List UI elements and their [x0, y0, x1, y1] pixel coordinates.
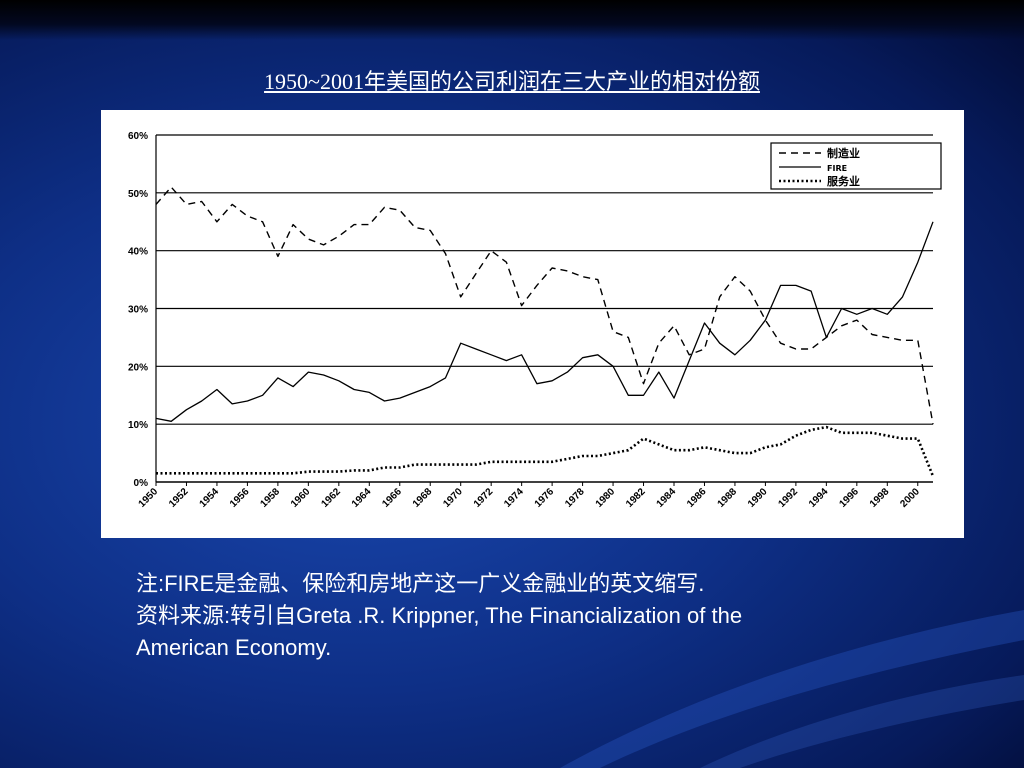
x-tick-label: 1958 [258, 486, 282, 510]
x-tick-label: 1986 [685, 486, 709, 510]
footnote-line-3: American Economy. [136, 635, 332, 660]
x-tick-label: 1970 [441, 486, 465, 510]
y-tick-label: 60% [128, 131, 148, 142]
series-lines [155, 186, 935, 477]
y-tick-label: 10% [128, 420, 148, 431]
x-tick-label: 1966 [380, 486, 404, 510]
x-tick-label: 1998 [868, 486, 892, 510]
x-tick-label: 1990 [746, 486, 770, 510]
x-tick-label: 1968 [411, 486, 435, 510]
x-tick-labels: 1950 1952 1954 1956 1958 1960 1962 1964 1966 1968… [137, 482, 922, 510]
series-line-2 [156, 425, 935, 477]
slide-title: 1950~2001年美国的公司利润在三大产业的相对份额 [264, 69, 760, 94]
x-tick-label: 1994 [807, 486, 831, 510]
y-tick-label: 20% [128, 362, 148, 373]
x-tick-label: 1974 [502, 486, 526, 510]
y-tick-label: 30% [128, 305, 148, 316]
x-tick-label: 1952 [167, 486, 191, 510]
x-tick-label: 1992 [776, 486, 800, 510]
grid-lines [155, 134, 933, 483]
legend-label-1: FIRE [827, 164, 847, 173]
x-tick-label: 1980 [594, 486, 618, 510]
x-tick-label: 1964 [350, 486, 374, 510]
y-tick-labels: 0% 10% 20% 30% 40% 50% 60% [128, 131, 148, 489]
legend-box [770, 142, 942, 190]
x-tick-label: 1962 [319, 486, 343, 510]
series-line-0 [155, 186, 934, 425]
x-tick-label: 1972 [472, 486, 496, 510]
top-dark-band [0, 0, 1024, 40]
footnote: 注:FIRE是金融、保险和房地产这一广义金融业的英文缩写. 资料来源:转引自Gr… [136, 568, 896, 664]
y-tick-label: 0% [134, 478, 149, 489]
x-tick-label: 1960 [289, 486, 313, 510]
x-tick-label: 1978 [563, 486, 587, 510]
legend-label-0: 制造业 [827, 146, 860, 160]
y-tick-label: 50% [128, 189, 148, 200]
line-chart: 0% 10% 20% 30% 40% 50% 60% 1950 1952 1954 1956 195… [128, 131, 942, 510]
x-tick-label: 1950 [137, 486, 161, 510]
x-tick-label: 1988 [716, 486, 740, 510]
series-line-1 [155, 221, 934, 422]
x-tick-label: 1976 [533, 486, 557, 510]
x-tick-label: 1954 [198, 486, 222, 510]
legend-label-2: 服务业 [827, 174, 860, 188]
footnote-line-2: 资料来源:转引自Greta .R. Krippner, The Financia… [136, 603, 743, 628]
x-tick-label: 1996 [837, 486, 861, 510]
y-tick-label: 40% [128, 247, 148, 258]
chart-panel: 0% 10% 20% 30% 40% 50% 60% 1950 1952 1954 1956 195… [101, 110, 964, 538]
x-tick-label: 1984 [655, 486, 679, 510]
x-tick-label: 1956 [228, 486, 252, 510]
x-tick-label: 2000 [898, 486, 922, 510]
footnote-line-1: 注:FIRE是金融、保险和房地产这一广义金融业的英文缩写. [136, 571, 705, 596]
x-tick-label: 1982 [624, 486, 648, 510]
